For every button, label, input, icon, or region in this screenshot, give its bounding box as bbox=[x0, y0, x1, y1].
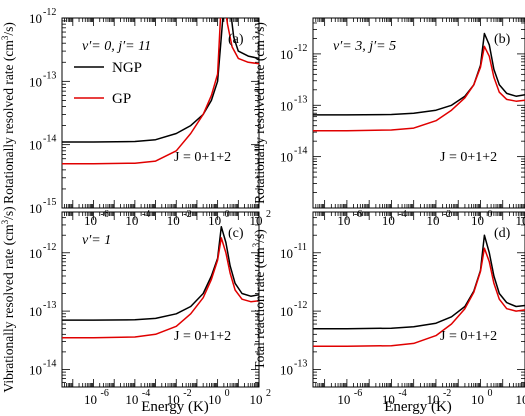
y-tick-exponent: -12 bbox=[43, 7, 56, 18]
y-axis-label: Total reaction rate (cm3/s) bbox=[251, 229, 267, 369]
y-tick-exponent: -12 bbox=[43, 242, 56, 253]
y-tick-label: 10 bbox=[29, 74, 42, 89]
j-annotation: J = 0+1+2 bbox=[174, 150, 231, 165]
x-tick-exponent: 0 bbox=[487, 388, 492, 399]
plot-frame bbox=[61, 17, 260, 209]
x-tick-label: 10 bbox=[382, 392, 395, 407]
y-tick-exponent: -12 bbox=[294, 300, 307, 311]
x-tick-exponent: -4 bbox=[398, 388, 406, 399]
y-tick-label: 10 bbox=[280, 47, 293, 62]
x-tick-label: 10 bbox=[337, 213, 350, 228]
panel-a: 10-610-410-210010210-1510-1410-1310-12Ro… bbox=[0, 7, 271, 228]
x-tick-exponent: -6 bbox=[354, 388, 362, 399]
panel-label: (a) bbox=[228, 32, 244, 47]
y-tick-exponent: -13 bbox=[294, 94, 307, 105]
x-tick-exponent: -4 bbox=[142, 388, 150, 399]
panel-label: (c) bbox=[228, 226, 244, 241]
x-tick-exponent: -6 bbox=[354, 209, 362, 220]
panel-b: 10-610-410-21001010-1410-1310-12Rotation… bbox=[251, 17, 525, 228]
x-tick-label: 10 bbox=[471, 392, 484, 407]
y-tick-label: 10 bbox=[280, 98, 293, 113]
x-tick-label: 10 bbox=[516, 392, 525, 407]
x-tick-exponent: -2 bbox=[183, 209, 191, 220]
legend-label: GP bbox=[112, 91, 131, 107]
y-tick-exponent: -12 bbox=[294, 43, 307, 54]
y-tick-label: 10 bbox=[29, 304, 42, 319]
panel-annotation: v′= 3, j′= 5 bbox=[333, 39, 396, 54]
x-tick-exponent: -4 bbox=[398, 209, 406, 220]
plot-frame bbox=[312, 211, 525, 388]
y-tick-label: 10 bbox=[29, 138, 42, 153]
y-tick-exponent: -15 bbox=[43, 197, 56, 208]
x-tick-exponent: -2 bbox=[183, 388, 191, 399]
j-annotation: J = 0+1+2 bbox=[440, 329, 497, 344]
x-tick-exponent: -2 bbox=[443, 209, 451, 220]
x-tick-exponent: 2 bbox=[266, 209, 271, 220]
series-line-GP bbox=[62, 18, 259, 165]
legend-label: NGP bbox=[112, 60, 142, 76]
y-tick-exponent: -13 bbox=[43, 300, 56, 311]
x-tick-label: 10 bbox=[426, 213, 439, 228]
series-line-GP bbox=[313, 45, 525, 132]
series-line-GP bbox=[62, 237, 259, 339]
y-axis-label: Vibrationally resolved rate (cm3/s) bbox=[0, 206, 16, 392]
series-line-GP bbox=[313, 247, 525, 347]
x-tick-label: 10 bbox=[426, 392, 439, 407]
x-tick-exponent: -4 bbox=[142, 209, 150, 220]
x-tick-label: 10 bbox=[516, 213, 525, 228]
x-tick-exponent: 2 bbox=[266, 388, 271, 399]
y-tick-label: 10 bbox=[29, 11, 42, 26]
x-tick-exponent: -6 bbox=[101, 209, 109, 220]
x-tick-exponent: 0 bbox=[225, 388, 230, 399]
x-tick-exponent: 0 bbox=[487, 209, 492, 220]
y-tick-label: 10 bbox=[29, 362, 42, 377]
y-tick-label: 10 bbox=[29, 201, 42, 216]
x-tick-label: 10 bbox=[208, 392, 221, 407]
j-annotation: J = 0+1+2 bbox=[174, 329, 231, 344]
y-tick-label: 10 bbox=[280, 246, 293, 261]
y-tick-exponent: -14 bbox=[294, 146, 307, 157]
panel-label: (d) bbox=[494, 226, 511, 241]
y-tick-label: 10 bbox=[280, 150, 293, 165]
y-tick-exponent: -13 bbox=[294, 358, 307, 369]
plot-frame bbox=[61, 211, 260, 388]
x-axis-label-right: Energy (K) bbox=[384, 399, 452, 415]
x-tick-label: 10 bbox=[250, 392, 263, 407]
x-axis-label: Energy (K) bbox=[141, 399, 209, 415]
x-axis-label-left: Energy (K) bbox=[141, 399, 209, 415]
j-annotation: J = 0+1+2 bbox=[440, 150, 497, 165]
x-tick-label: 10 bbox=[471, 213, 484, 228]
x-tick-label: 10 bbox=[84, 392, 97, 407]
x-tick-label: 10 bbox=[167, 392, 180, 407]
series-line-NGP bbox=[62, 225, 259, 321]
y-tick-exponent: -13 bbox=[43, 70, 56, 81]
y-tick-label: 10 bbox=[280, 304, 293, 319]
panel-label: (b) bbox=[494, 32, 511, 47]
x-tick-label: 10 bbox=[337, 392, 350, 407]
panel-annotation: v′= 1 bbox=[82, 233, 111, 248]
y-tick-label: 10 bbox=[29, 246, 42, 261]
panel-annotation: v′= 0, j′= 11 bbox=[82, 39, 151, 54]
y-tick-label: 10 bbox=[280, 362, 293, 377]
y-axis-label: Rotationally resolved rate (cm3/s) bbox=[0, 22, 16, 204]
x-tick-exponent: -6 bbox=[101, 388, 109, 399]
y-tick-exponent: -11 bbox=[294, 242, 307, 253]
series-line-NGP bbox=[62, 18, 259, 143]
y-tick-exponent: -14 bbox=[43, 358, 56, 369]
x-tick-exponent: -2 bbox=[443, 388, 451, 399]
y-axis-label: Rotationally resolved rate (cm3/s) bbox=[251, 22, 267, 204]
x-axis-label: Energy (K) bbox=[384, 399, 452, 415]
x-tick-label: 10 bbox=[382, 213, 395, 228]
x-tick-label: 10 bbox=[125, 392, 138, 407]
y-tick-exponent: -14 bbox=[43, 134, 56, 145]
